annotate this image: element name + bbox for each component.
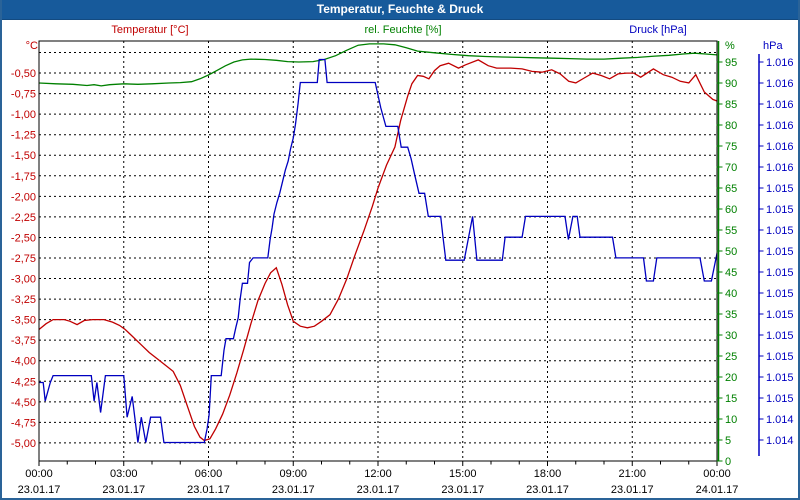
svg-text:-4,50: -4,50 [11, 397, 36, 409]
svg-text:-2,50: -2,50 [11, 232, 36, 244]
svg-text:5: 5 [725, 435, 731, 447]
svg-text:12:00: 12:00 [364, 468, 392, 480]
x-axis-ticks [38, 461, 718, 466]
svg-text:-0,75: -0,75 [11, 89, 36, 101]
svg-text:-5,00: -5,00 [11, 438, 36, 450]
temperature-axis-unit: °C [25, 40, 38, 52]
svg-text:15: 15 [725, 393, 737, 405]
svg-text:00:00: 00:00 [25, 468, 53, 480]
svg-text:1.015: 1.015 [766, 246, 794, 258]
svg-text:90: 90 [725, 78, 737, 90]
svg-text:0: 0 [725, 456, 731, 468]
temperature-series-line [38, 59, 718, 442]
svg-text:-2,25: -2,25 [11, 212, 36, 224]
svg-text:30: 30 [725, 330, 737, 342]
svg-text:1.016: 1.016 [766, 120, 794, 132]
svg-text:00:00: 00:00 [703, 468, 731, 480]
svg-text:1.015: 1.015 [766, 372, 794, 384]
svg-text:1.015: 1.015 [766, 330, 794, 342]
humidity-series-line [38, 43, 718, 87]
legend-humidity-label: rel. Feuchte [%] [364, 24, 442, 36]
svg-text:20: 20 [725, 372, 737, 384]
svg-text:75: 75 [725, 141, 737, 153]
svg-text:-3,25: -3,25 [11, 294, 36, 306]
svg-text:40: 40 [725, 288, 737, 300]
svg-text:24.01.17: 24.01.17 [696, 484, 739, 496]
svg-text:23.01.17: 23.01.17 [102, 484, 145, 496]
svg-text:-3,00: -3,00 [11, 274, 36, 286]
svg-text:35: 35 [725, 309, 737, 321]
svg-text:06:00: 06:00 [195, 468, 223, 480]
svg-text:-3,75: -3,75 [11, 335, 36, 347]
svg-text:23.01.17: 23.01.17 [272, 484, 315, 496]
svg-text:1.014: 1.014 [766, 435, 794, 447]
window-title-bar[interactable]: Temperatur, Feuchte & Druck [0, 0, 800, 20]
svg-text:15:00: 15:00 [449, 468, 477, 480]
svg-text:23.01.17: 23.01.17 [357, 484, 400, 496]
svg-text:-4,00: -4,00 [11, 356, 36, 368]
svg-text:-2,00: -2,00 [11, 191, 36, 203]
svg-text:21:00: 21:00 [618, 468, 646, 480]
svg-text:1.015: 1.015 [766, 267, 794, 279]
svg-text:23.01.17: 23.01.17 [18, 484, 61, 496]
window-border-left [0, 0, 2, 500]
svg-text:80: 80 [725, 120, 737, 132]
svg-text:-3,50: -3,50 [11, 315, 36, 327]
svg-text:09:00: 09:00 [279, 468, 307, 480]
svg-text:1.016: 1.016 [766, 162, 794, 174]
humidity-axis-unit: % [725, 40, 735, 52]
window-border-bottom [0, 498, 800, 500]
svg-text:70: 70 [725, 162, 737, 174]
svg-text:23.01.17: 23.01.17 [611, 484, 654, 496]
svg-text:50: 50 [725, 246, 737, 258]
svg-text:-1,25: -1,25 [11, 130, 36, 142]
svg-text:1.015: 1.015 [766, 393, 794, 405]
svg-text:23.01.17: 23.01.17 [526, 484, 569, 496]
svg-text:25: 25 [725, 351, 737, 363]
svg-text:95: 95 [725, 57, 737, 69]
svg-text:23.01.17: 23.01.17 [187, 484, 230, 496]
window-title: Temperatur, Feuchte & Druck [316, 2, 484, 16]
vertical-gridlines [123, 41, 633, 461]
svg-text:1.015: 1.015 [766, 183, 794, 195]
svg-text:1.016: 1.016 [766, 99, 794, 111]
svg-text:18:00: 18:00 [534, 468, 562, 480]
svg-text:1.016: 1.016 [766, 141, 794, 153]
legend-temperature-label: Temperatur [°C] [111, 24, 189, 36]
svg-text:1.016: 1.016 [766, 78, 794, 90]
legend-pressure-label: Druck [hPa] [629, 24, 687, 36]
svg-text:10: 10 [725, 414, 737, 426]
pressure-axis: 1.016 1.016 1.016 1.016 1.016 1.016 1.015 1.015… [758, 54, 794, 456]
svg-text:1.015: 1.015 [766, 351, 794, 363]
svg-text:1.016: 1.016 [766, 57, 794, 69]
svg-text:1.015: 1.015 [766, 204, 794, 216]
svg-text:60: 60 [725, 204, 737, 216]
svg-text:-4,75: -4,75 [11, 417, 36, 429]
svg-text:1.014: 1.014 [766, 414, 794, 426]
svg-text:-2,75: -2,75 [11, 253, 36, 265]
pressure-axis-unit: hPa [763, 40, 783, 52]
svg-text:-1,00: -1,00 [11, 109, 36, 121]
pressure-series-line [39, 58, 718, 444]
svg-text:55: 55 [725, 225, 737, 237]
svg-text:1.015: 1.015 [766, 225, 794, 237]
svg-text:1.015: 1.015 [766, 309, 794, 321]
svg-text:65: 65 [725, 183, 737, 195]
x-axis-labels: 00:00 23.01.17 03:00 23.01.17 06:00 23.01.17 0… [18, 468, 739, 496]
temperature-axis-labels: -0,50 -0,75 -1,00 -1,25 -1,50 -1,75 -2,00 -2,25… [11, 68, 36, 450]
svg-text:-1,50: -1,50 [11, 150, 36, 162]
svg-text:1.015: 1.015 [766, 288, 794, 300]
svg-text:03:00: 03:00 [110, 468, 138, 480]
svg-text:-4,25: -4,25 [11, 376, 36, 388]
svg-text:85: 85 [725, 99, 737, 111]
svg-text:-1,75: -1,75 [11, 171, 36, 183]
svg-text:23.01.17: 23.01.17 [441, 484, 484, 496]
window-border-right [798, 0, 800, 500]
horizontal-gridlines [39, 52, 717, 444]
svg-text:45: 45 [725, 267, 737, 279]
svg-text:-0,50: -0,50 [11, 68, 36, 80]
